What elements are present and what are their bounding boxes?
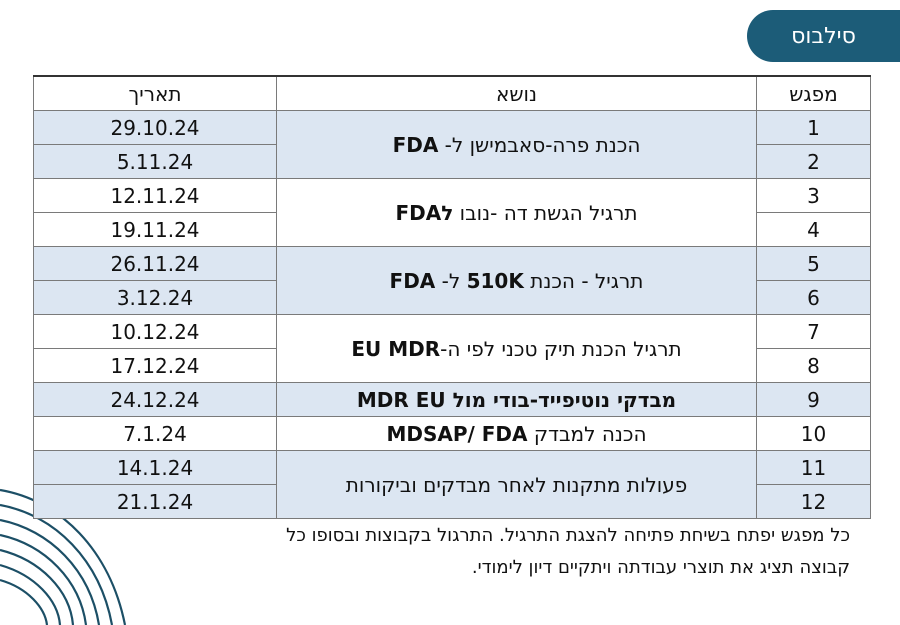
date-cell: 17.12.24 [33, 348, 277, 383]
table-row: 3.12.24 6 [33, 280, 871, 315]
topic-cell: הכנת פרה-סאבמישן ל- FDA [276, 110, 757, 179]
date-cell: 12.11.24 [33, 178, 277, 213]
date-cell: 10.12.24 [33, 314, 277, 349]
header-date: תאריך [33, 75, 277, 111]
syllabus-badge: סילבוס [747, 10, 900, 62]
topic-cell: תרגיל הכנת תיק טכני לפי ה-EU MDR [276, 314, 757, 383]
date-cell: 5.11.24 [33, 144, 277, 179]
table-row: 5.11.24 2 [33, 144, 871, 179]
table-row: 14.1.24 פעולות מתקנות לאחר מבדקים וביקורו… [33, 450, 871, 519]
meeting-number-cell: 7 [756, 314, 871, 349]
header-meeting: מפגש [756, 75, 871, 111]
topic-cell: מבדקי נוטיפייד-בודי מול MDR EU [276, 382, 757, 417]
date-cell: 19.11.24 [33, 212, 277, 247]
date-cell: 26.11.24 [33, 246, 277, 281]
table-header-row: תאריך נושא מפגש [33, 75, 871, 111]
footer-note: כל מפגש יפתח בשיחת פתיחה להצגת התרגיל. ה… [286, 525, 850, 578]
date-cell: 24.12.24 [33, 382, 277, 417]
meeting-number-cell: 12 [756, 484, 871, 519]
syllabus-rows: 29.10.24 הכנת פרה-סאבמישן ל- FDA 1 5.11.24 2… [33, 110, 871, 519]
date-cell: 21.1.24 [33, 484, 277, 519]
meeting-number-cell: 10 [756, 416, 871, 451]
table-row: 7.1.24 הכנה למבדק MDSAP/ FDA 10 [33, 416, 871, 451]
date-cell: 14.1.24 [33, 450, 277, 485]
table-row: 21.1.24 12 [33, 484, 871, 519]
meeting-number-cell: 9 [756, 382, 871, 417]
date-cell: 29.10.24 [33, 110, 277, 145]
table-row: 29.10.24 הכנת פרה-סאבמישן ל- FDA 1 [33, 110, 871, 179]
table-row: 17.12.24 8 [33, 348, 871, 383]
syllabus-table: תאריך נושא מפגש 29.10.24 הכנת פרה-סאבמישן… [33, 75, 871, 519]
meeting-number-cell: 11 [756, 450, 871, 485]
topic-cell: תרגיל הגשת דה -נובו לFDA [276, 178, 757, 247]
meeting-number-cell: 8 [756, 348, 871, 383]
table-row: 12.11.24 תרגיל הגשת דה -נובו לFDA 3 [33, 178, 871, 247]
topic-cell: פעולות מתקנות לאחר מבדקים וביקורות [276, 450, 757, 519]
meeting-number-cell: 2 [756, 144, 871, 179]
meeting-number-cell: 6 [756, 280, 871, 315]
meeting-number-cell: 5 [756, 246, 871, 281]
header-topic: נושא [276, 75, 757, 111]
table-row: 24.12.24 מבדקי נוטיפייד-בודי מול MDR EU 9 [33, 382, 871, 417]
topic-cell: הכנה למבדק MDSAP/ FDA [276, 416, 757, 451]
meeting-number-cell: 3 [756, 178, 871, 213]
date-cell: 3.12.24 [33, 280, 277, 315]
table-row: 10.12.24 תרגיל הכנת תיק טכני לפי ה-EU MDR… [33, 314, 871, 383]
table-row: 26.11.24 תרגיל - הכנת 510K ל- FDA 5 [33, 246, 871, 315]
date-cell: 7.1.24 [33, 416, 277, 451]
decorative-arcs [0, 488, 127, 625]
meeting-number-cell: 4 [756, 212, 871, 247]
meeting-number-cell: 1 [756, 110, 871, 145]
topic-cell: תרגיל - הכנת 510K ל- FDA [276, 246, 757, 315]
